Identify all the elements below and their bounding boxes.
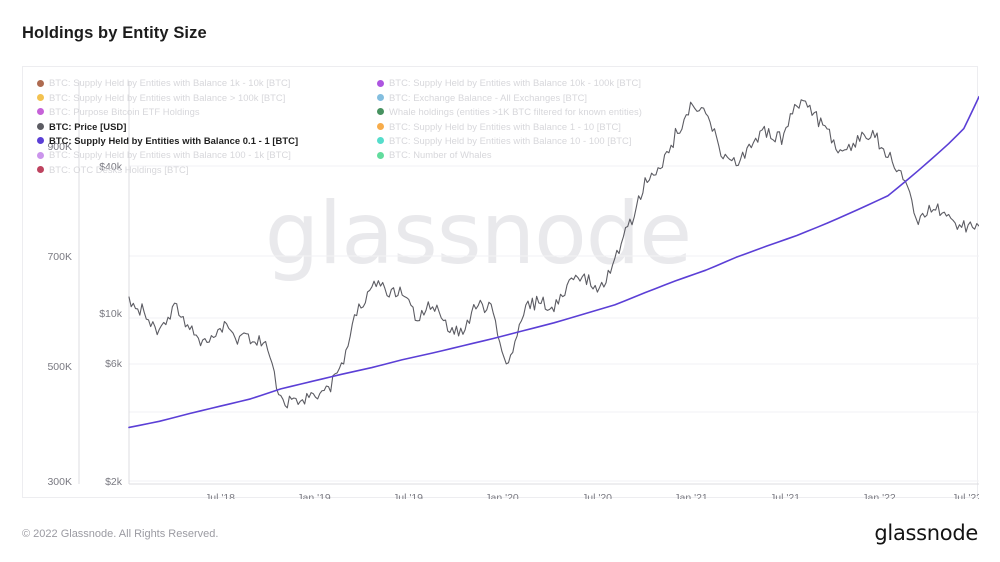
svg-text:Jan '20: Jan '20: [485, 492, 519, 499]
legend-color-dot: [377, 122, 384, 130]
legend-color-dot: [37, 79, 44, 87]
legend-item[interactable]: BTC: OTC Desks Holdings [BTC]: [37, 162, 377, 176]
legend-item-label: BTC: Price [USD]: [49, 120, 127, 132]
svg-text:900K: 900K: [47, 141, 72, 153]
legend-item[interactable]: Whale holdings (entities >1K BTC filtere…: [377, 105, 797, 119]
legend-color-dot: [37, 122, 44, 130]
left-axis-ticks: 900K 700K 500K 300K: [47, 141, 72, 488]
legend-item[interactable]: BTC: Supply Held by Entities with Balanc…: [37, 90, 377, 104]
legend-item[interactable]: BTC: Price [USD]: [37, 119, 377, 133]
legend-item-label: BTC: Supply Held by Entities with Balanc…: [389, 77, 641, 89]
legend-color-dot: [377, 94, 384, 102]
legend-color-dot: [377, 79, 384, 87]
svg-text:Jan '22: Jan '22: [862, 492, 896, 499]
chart-card: glassnode 900K 700K 500K 300K: [22, 66, 979, 499]
svg-text:300K: 300K: [47, 476, 72, 488]
legend-item-label: Whale holdings (entities >1K BTC filtere…: [389, 106, 642, 118]
legend-item-label: BTC: Exchange Balance - All Exchanges [B…: [389, 91, 588, 103]
legend-item[interactable]: BTC: Number of Whales: [377, 148, 797, 162]
legend-column-left: BTC: Supply Held by Entities with Balanc…: [37, 76, 377, 177]
svg-text:Jul '22: Jul '22: [952, 492, 979, 499]
legend-item-label: BTC: Supply Held by Entities with Balanc…: [389, 120, 621, 132]
series-line-btc-price: [128, 99, 979, 409]
axis-lines: [78, 81, 979, 485]
footer-copyright: © 2022 Glassnode. All Rights Reserved.: [22, 528, 219, 540]
legend-color-dot: [37, 166, 44, 174]
x-axis-ticks: Jul '18 Jan '19 Jul '19 Jan '20 Jul '20 …: [205, 492, 979, 499]
legend-item-label: BTC: Purpose Bitcoin ETF Holdings: [49, 106, 200, 118]
legend-column-right: BTC: Supply Held by Entities with Balanc…: [377, 76, 797, 177]
legend-item[interactable]: BTC: Supply Held by Entities with Balanc…: [37, 148, 377, 162]
legend-item[interactable]: BTC: Supply Held by Entities with Balanc…: [37, 134, 377, 148]
series-line-supply-0.1-1-btc: [128, 95, 979, 429]
legend-color-dot: [377, 108, 384, 116]
legend-item[interactable]: BTC: Supply Held by Entities with Balanc…: [37, 76, 377, 90]
gridlines: [129, 165, 979, 482]
legend-item[interactable]: BTC: Supply Held by Entities with Balanc…: [377, 134, 797, 148]
legend-color-dot: [37, 94, 44, 102]
chart-legend: BTC: Supply Held by Entities with Balanc…: [37, 76, 967, 177]
svg-text:500K: 500K: [47, 361, 72, 373]
legend-color-dot: [37, 108, 44, 116]
svg-text:Jan '19: Jan '19: [297, 492, 331, 499]
svg-text:$10k: $10k: [99, 308, 123, 320]
legend-color-dot: [37, 151, 44, 159]
legend-item-label: BTC: Supply Held by Entities with Balanc…: [389, 135, 632, 147]
svg-text:$2k: $2k: [105, 476, 123, 488]
legend-item[interactable]: BTC: Exchange Balance - All Exchanges [B…: [377, 90, 797, 104]
legend-color-dot: [377, 151, 384, 159]
svg-text:Jul '20: Jul '20: [582, 492, 612, 499]
svg-text:700K: 700K: [47, 251, 72, 263]
legend-color-dot: [377, 137, 384, 145]
plot-area: 900K 700K 500K 300K $40k $10k $6k $2k Ju…: [23, 67, 979, 499]
page-title: Holdings by Entity Size: [22, 24, 207, 42]
legend-item[interactable]: BTC: Supply Held by Entities with Balanc…: [377, 76, 797, 90]
legend-item-label: BTC: Supply Held by Entities with Balanc…: [49, 77, 291, 89]
svg-text:Jul '18: Jul '18: [205, 492, 235, 499]
svg-text:Jan '21: Jan '21: [674, 492, 708, 499]
chart-svg: 900K 700K 500K 300K $40k $10k $6k $2k Ju…: [47, 81, 979, 499]
svg-text:$40k: $40k: [99, 161, 123, 173]
legend-item[interactable]: BTC: Supply Held by Entities with Balanc…: [377, 119, 797, 133]
price-axis-ticks: $40k $10k $6k $2k: [99, 161, 123, 488]
legend-item-label: BTC: Number of Whales: [389, 149, 492, 161]
legend-item-label: BTC: Supply Held by Entities with Balanc…: [49, 135, 299, 147]
legend-item-label: BTC: OTC Desks Holdings [BTC]: [49, 163, 189, 175]
svg-text:$6k: $6k: [105, 358, 123, 370]
glassnode-logo: glassnode: [874, 521, 978, 545]
legend-color-dot: [37, 137, 44, 145]
legend-item-label: BTC: Supply Held by Entities with Balanc…: [49, 149, 291, 161]
legend-item[interactable]: BTC: Purpose Bitcoin ETF Holdings: [37, 105, 377, 119]
legend-item-label: BTC: Supply Held by Entities with Balanc…: [49, 91, 286, 103]
svg-text:Jul '19: Jul '19: [393, 492, 423, 499]
svg-text:Jul '21: Jul '21: [770, 492, 800, 499]
